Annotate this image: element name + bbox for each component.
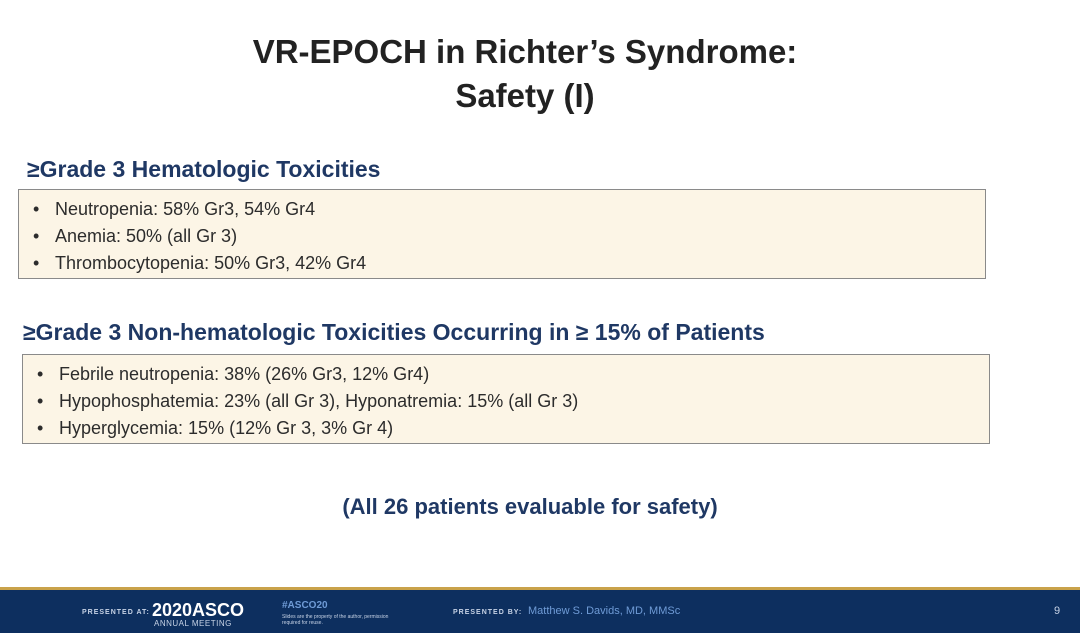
slide-title: VR-EPOCH in Richter’s Syndrome: Safety (… <box>0 30 1050 118</box>
list-item-text: Hypophosphatemia: 23% (all Gr 3), Hypona… <box>59 391 579 411</box>
list-item: • Hypophosphatemia: 23% (all Gr 3), Hypon… <box>37 388 989 415</box>
list-item: • Anemia: 50% (all Gr 3) <box>33 223 985 250</box>
slide-title-line-1: VR-EPOCH in Richter’s Syndrome: <box>252 33 798 70</box>
presenter-name: Matthew S. Davids, MD, MMSc <box>528 605 681 617</box>
bullet-icon: • <box>37 418 44 438</box>
bullet-icon: • <box>33 253 40 273</box>
list-item-text: Thrombocytopenia: 50% Gr3, 42% Gr4 <box>55 253 367 273</box>
list-item-text: Febrile neutropenia: 38% (26% Gr3, 12% G… <box>59 364 430 384</box>
page-number: 9 <box>1054 605 1061 617</box>
disclaimer: Slides are the property of the author, p… <box>282 614 389 626</box>
asco-logo: 2020ASCO <box>152 600 245 620</box>
hematologic-list: • Neutropenia: 58% Gr3, 54% Gr4 • Anemia: … <box>33 196 985 277</box>
nonhematologic-list: • Febrile neutropenia: 38% (26% Gr3, 12% … <box>37 361 989 442</box>
meeting-subtitle: ANNUAL MEETING <box>154 619 232 628</box>
list-item: • Febrile neutropenia: 38% (26% Gr3, 12% … <box>37 361 989 388</box>
bullet-icon: • <box>33 226 40 246</box>
list-item: • Neutropenia: 58% Gr3, 54% Gr4 <box>33 196 985 223</box>
nonhematologic-heading: ≥Grade 3 Non-hematologic Toxicities Occu… <box>23 319 765 345</box>
hematologic-box: • Neutropenia: 58% Gr3, 54% Gr4 • Anemia: … <box>18 189 986 279</box>
footer-bar: PRESENTED AT: 2020ASCO ANNUAL MEETING #A… <box>0 587 1080 633</box>
hashtag: #ASCO20 <box>282 600 328 611</box>
hematologic-heading: ≥Grade 3 Hematologic Toxicities <box>27 156 381 182</box>
bullet-icon: • <box>37 364 44 384</box>
bullet-icon: • <box>37 391 44 411</box>
list-item-text: Neutropenia: 58% Gr3, 54% Gr4 <box>55 199 316 219</box>
list-item-text: Anemia: 50% (all Gr 3) <box>55 226 238 246</box>
list-item-text: Hyperglycemia: 15% (12% Gr 3, 3% Gr 4) <box>59 418 394 438</box>
slide-title-line-2: Safety (I) <box>455 77 595 114</box>
presented-by-label: PRESENTED BY: <box>453 609 523 616</box>
presented-at-label: PRESENTED AT: <box>82 609 150 616</box>
bullet-icon: • <box>33 199 40 219</box>
list-item: • Thrombocytopenia: 50% Gr3, 42% Gr4 <box>33 250 985 277</box>
list-item: • Hyperglycemia: 15% (12% Gr 3, 3% Gr 4) <box>37 415 989 442</box>
safety-note: (All 26 patients evaluable for safety) <box>342 494 718 519</box>
nonhematologic-box: • Febrile neutropenia: 38% (26% Gr3, 12% … <box>22 354 990 444</box>
